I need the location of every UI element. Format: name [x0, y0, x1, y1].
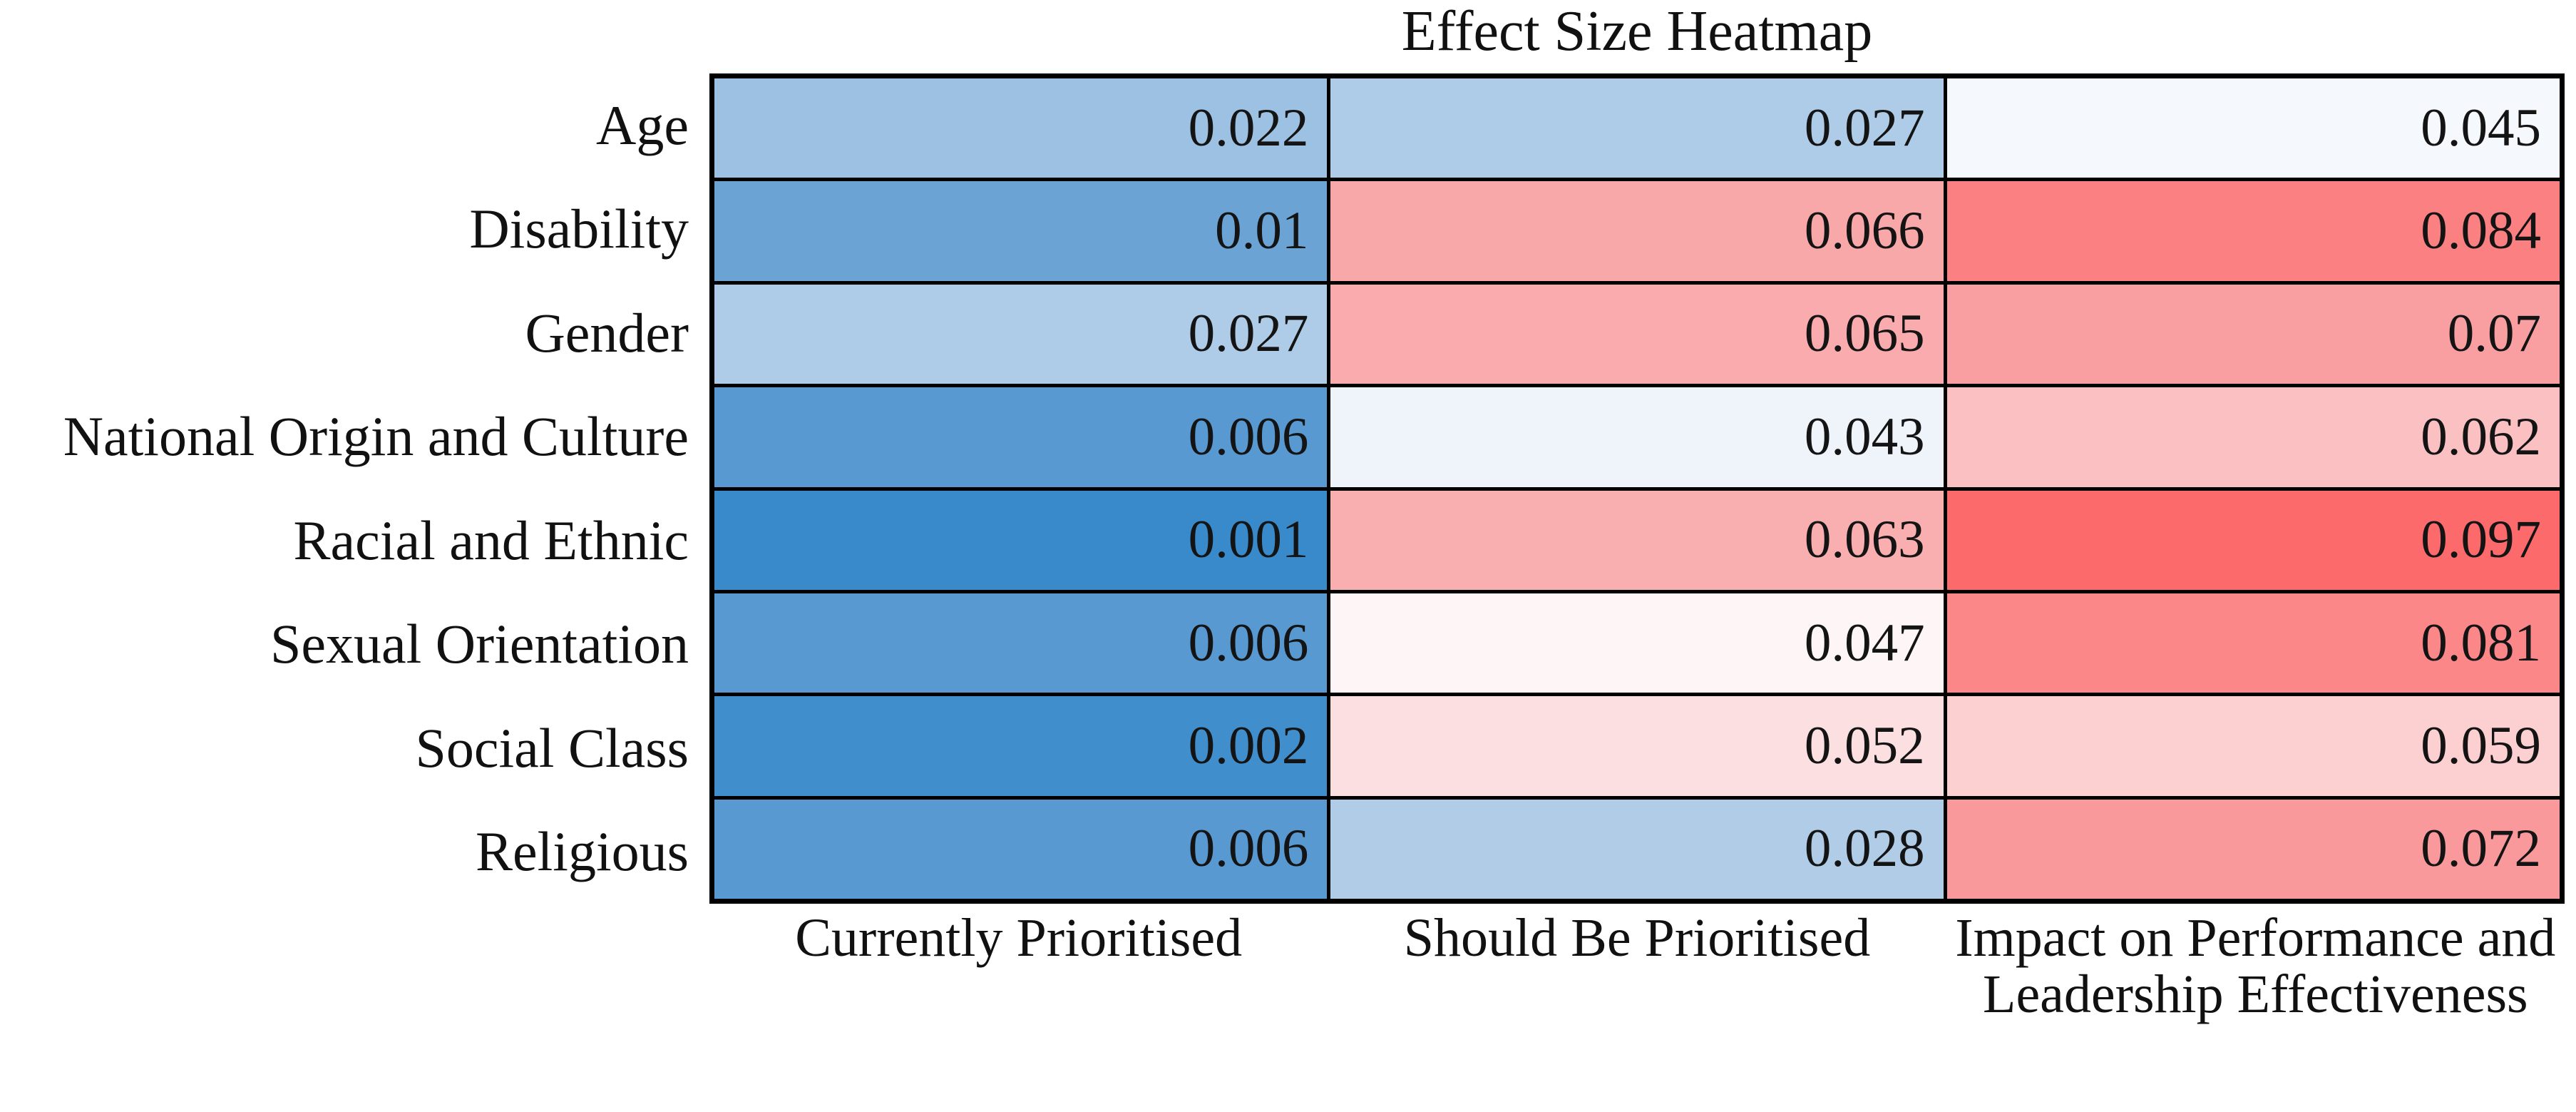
- heatmap-cell-value: 0.027: [1188, 304, 1309, 364]
- column-headers: Currently Prioritised Should Be Prioritis…: [709, 908, 2565, 1025]
- row-label: Disability: [469, 198, 689, 260]
- heatmap-cell: 0.066: [1330, 181, 1944, 281]
- heatmap-cell-value: 0.045: [2421, 98, 2541, 158]
- heatmap-cell: 0.001: [714, 490, 1328, 590]
- heatmap-cell-value: 0.002: [1188, 715, 1309, 775]
- column-header: Currently Prioritised: [795, 908, 1243, 968]
- row-label: National Origin and Culture: [63, 405, 689, 468]
- heatmap-cell: 0.027: [1330, 78, 1944, 178]
- heatmap-cell-value: 0.027: [1804, 98, 1925, 158]
- row-labels: Age Disability Gender National Origin and C…: [0, 73, 699, 904]
- heatmap-cell-value: 0.006: [1188, 819, 1309, 879]
- heatmap-cell: 0.047: [1330, 593, 1944, 693]
- heatmap-cell: 0.062: [1946, 387, 2560, 487]
- heatmap-cell: 0.07: [1946, 284, 2560, 384]
- heatmap-cell-value: 0.006: [1188, 407, 1309, 466]
- heatmap-cell-value: 0.062: [2421, 407, 2541, 466]
- heatmap-cell: 0.072: [1946, 799, 2560, 899]
- heatmap-cell: 0.097: [1946, 490, 2560, 590]
- heatmap-cell: 0.065: [1330, 284, 1944, 384]
- heatmap-cell-value: 0.028: [1804, 819, 1925, 879]
- heatmap-cell: 0.045: [1946, 78, 2560, 178]
- row-label: Sexual Orientation: [270, 613, 689, 675]
- heatmap-cell-value: 0.022: [1188, 98, 1309, 158]
- heatmap-cell-value: 0.01: [1215, 201, 1309, 261]
- heatmap-cell-value: 0.065: [1804, 304, 1925, 364]
- heatmap-cell: 0.006: [714, 799, 1328, 899]
- heatmap-cell-value: 0.097: [2421, 510, 2541, 570]
- heatmap-cell: 0.084: [1946, 181, 2560, 281]
- heatmap-cell: 0.027: [714, 284, 1328, 384]
- column-header: Should Be Prioritised: [1403, 908, 1871, 968]
- heatmap-cell-value: 0.072: [2421, 819, 2541, 879]
- heatmap-cell-value: 0.084: [2421, 201, 2541, 261]
- column-header: Impact on Performance and Leadership Eff…: [1955, 908, 2556, 1025]
- heatmap-cell: 0.01: [714, 181, 1328, 281]
- heatmap-cell: 0.063: [1330, 490, 1944, 590]
- heatmap-cell-value: 0.081: [2421, 613, 2541, 673]
- heatmap-cell: 0.006: [714, 593, 1328, 693]
- heatmap-cell-value: 0.063: [1804, 510, 1925, 570]
- heatmap-cell-value: 0.001: [1188, 510, 1309, 570]
- heatmap-cell: 0.006: [714, 387, 1328, 487]
- heatmap-cell: 0.002: [714, 696, 1328, 796]
- row-label: Gender: [525, 301, 689, 364]
- row-label: Religious: [475, 820, 689, 883]
- heatmap-cell-value: 0.059: [2421, 715, 2541, 775]
- heatmap-cell-value: 0.006: [1188, 613, 1309, 673]
- heatmap-cell: 0.059: [1946, 696, 2560, 796]
- heatmap-cell: 0.052: [1330, 696, 1944, 796]
- heatmap-cell-value: 0.047: [1804, 613, 1925, 673]
- heatmap-cell-value: 0.07: [2447, 304, 2541, 364]
- heatmap-cell-value: 0.066: [1804, 201, 1925, 261]
- row-label: Social Class: [415, 716, 689, 779]
- heatmap-cell-value: 0.052: [1804, 715, 1925, 775]
- heatmap-cell: 0.022: [714, 78, 1328, 178]
- chart-title: Effect Size Heatmap: [1401, 0, 1873, 63]
- heatmap-cell-value: 0.043: [1804, 407, 1925, 466]
- heatmap-cell: 0.028: [1330, 799, 1944, 899]
- row-label: Age: [596, 93, 689, 156]
- heatmap-cell: 0.043: [1330, 387, 1944, 487]
- heatmap-grid: 0.022 0.027 0.045 0.01 0.066 0.084 0.027 0.065 0…: [709, 73, 2565, 904]
- heatmap-cell: 0.081: [1946, 593, 2560, 693]
- row-label: Racial and Ethnic: [293, 509, 689, 571]
